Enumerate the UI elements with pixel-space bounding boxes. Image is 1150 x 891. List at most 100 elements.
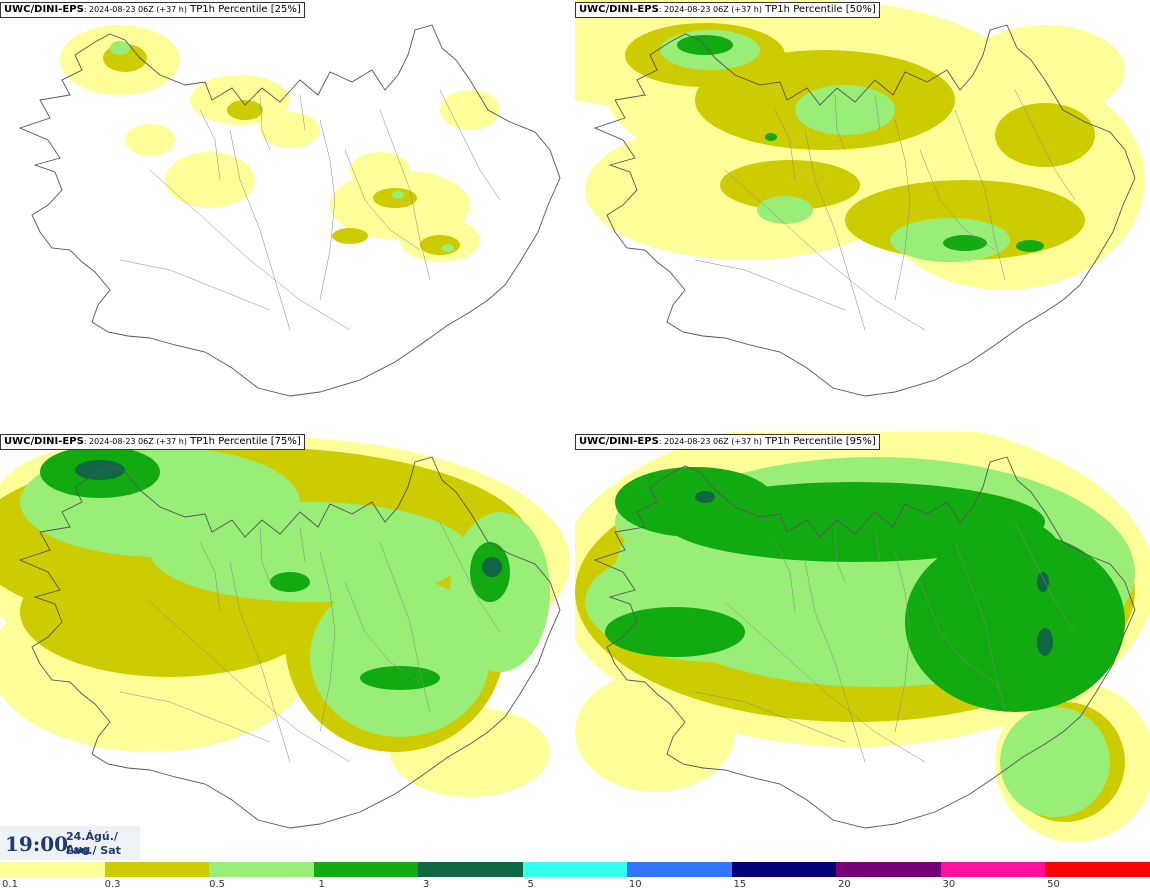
precip-area	[440, 90, 500, 130]
precip-area	[442, 244, 454, 252]
river-line	[774, 109, 796, 181]
valid-time-box: 19:00 24.Ágú./ Aug Lau./ Sat	[0, 826, 140, 860]
run-info: : 2024-08-23 06Z (+37 h)	[83, 437, 187, 446]
precip-area	[392, 191, 404, 199]
model-name: UWC/DINI-EPS	[579, 4, 659, 15]
panel-title: UWC/DINI-EPS: 2024-08-23 06Z (+37 h) TP1…	[575, 434, 880, 450]
precip-area	[605, 607, 745, 657]
coastline	[593, 24, 1136, 397]
precip-area	[943, 235, 987, 251]
river-line	[954, 109, 1006, 281]
river-line	[259, 526, 271, 583]
river-line	[119, 259, 271, 311]
precip-area	[310, 577, 490, 737]
precip-area	[270, 572, 310, 592]
legend-tick-label: 20	[837, 879, 851, 890]
iceland-map	[0, 437, 570, 829]
precip-area	[110, 41, 130, 55]
precip-area	[765, 133, 777, 141]
river-line	[199, 541, 221, 613]
panel-title: UWC/DINI-EPS: 2024-08-23 06Z (+37 h) TP1…	[575, 2, 880, 18]
river-line	[724, 601, 926, 763]
river-line	[344, 581, 421, 683]
river-line	[299, 526, 306, 563]
legend-swatch	[1045, 862, 1150, 877]
iceland-map	[575, 432, 1150, 842]
legend-tick-label: 5	[527, 879, 534, 890]
precip-area	[575, 672, 735, 792]
precip-area	[350, 152, 410, 188]
precipitation-overlay	[60, 25, 500, 262]
legend-swatch	[627, 862, 733, 877]
precip-area	[995, 103, 1095, 167]
map-panel-p75: UWC/DINI-EPS: 2024-08-23 06Z (+37 h) TP1…	[0, 432, 575, 860]
river-line	[694, 259, 846, 311]
river-line	[694, 691, 846, 743]
legend-swatch	[731, 862, 837, 877]
precip-area	[945, 517, 1065, 607]
run-info: : 2024-08-23 06Z (+37 h)	[658, 5, 762, 14]
legend-swatch	[313, 862, 419, 877]
river-line	[919, 149, 996, 251]
precip-area	[227, 100, 263, 120]
model-name: UWC/DINI-EPS	[579, 436, 659, 447]
field-name: TP1h Percentile [95%]	[765, 436, 876, 447]
river-line	[874, 94, 881, 131]
legend-tick-label: 3	[422, 879, 430, 890]
river-line	[149, 169, 351, 331]
iceland-map	[18, 24, 561, 397]
model-name: UWC/DINI-EPS	[4, 4, 84, 15]
coastline	[593, 456, 1136, 829]
legend-swatch	[104, 862, 210, 877]
legend-swatch	[418, 862, 524, 877]
coastline	[18, 456, 561, 829]
precip-area	[190, 75, 290, 125]
precip-area	[720, 160, 860, 210]
legend-tick-label: 0.1	[2, 879, 18, 890]
river-line	[229, 129, 291, 331]
river-line	[439, 521, 501, 633]
precip-area	[695, 491, 715, 503]
river-line	[834, 94, 846, 151]
precipitation-overlay	[575, 432, 1150, 842]
color-scale-legend: 0.1 0.3 0.5 1 3 5 10 15 20 30 50	[0, 862, 1150, 891]
field-name: TP1h Percentile [75%]	[190, 436, 301, 447]
river-line	[299, 94, 306, 131]
river-line	[724, 169, 926, 331]
run-info: : 2024-08-23 06Z (+37 h)	[83, 5, 187, 14]
river-line	[894, 119, 911, 301]
iceland-coastline	[18, 456, 561, 829]
iceland-map	[575, 0, 1145, 397]
legend-tick-label: 10	[628, 879, 642, 890]
precip-area	[677, 35, 733, 55]
precip-area	[965, 25, 1125, 115]
river-line	[1014, 89, 1076, 201]
precip-area	[795, 85, 895, 135]
map-panel-p25: UWC/DINI-EPS: 2024-08-23 06Z (+37 h) TP1…	[0, 0, 575, 428]
precip-area	[757, 196, 813, 224]
legend-swatch	[940, 862, 1046, 877]
river-line	[834, 526, 846, 583]
precip-area	[150, 502, 470, 602]
map-panel-p50: UWC/DINI-EPS: 2024-08-23 06Z (+37 h) TP1…	[575, 0, 1150, 428]
river-line	[344, 149, 421, 251]
valid-day: Lau./ Sat	[66, 844, 121, 857]
river-line	[379, 109, 431, 281]
precip-area	[165, 152, 255, 208]
legend-tick-label: 15	[733, 879, 747, 890]
precip-area	[125, 124, 175, 156]
river-line	[954, 541, 1006, 713]
precip-area	[260, 112, 320, 148]
iceland-coastline	[593, 456, 1136, 829]
iceland-coastline	[593, 24, 1136, 397]
precip-area	[332, 228, 368, 244]
panel-title: UWC/DINI-EPS: 2024-08-23 06Z (+37 h) TP1…	[0, 434, 305, 450]
valid-date: 24.Ágú./ Aug	[66, 830, 118, 856]
river-line	[229, 561, 291, 763]
river-line	[874, 526, 881, 563]
precip-area	[1037, 628, 1053, 656]
river-line	[119, 691, 271, 743]
river-line	[439, 89, 501, 201]
valid-time: 19:00	[5, 832, 69, 856]
precip-area	[1016, 240, 1044, 252]
